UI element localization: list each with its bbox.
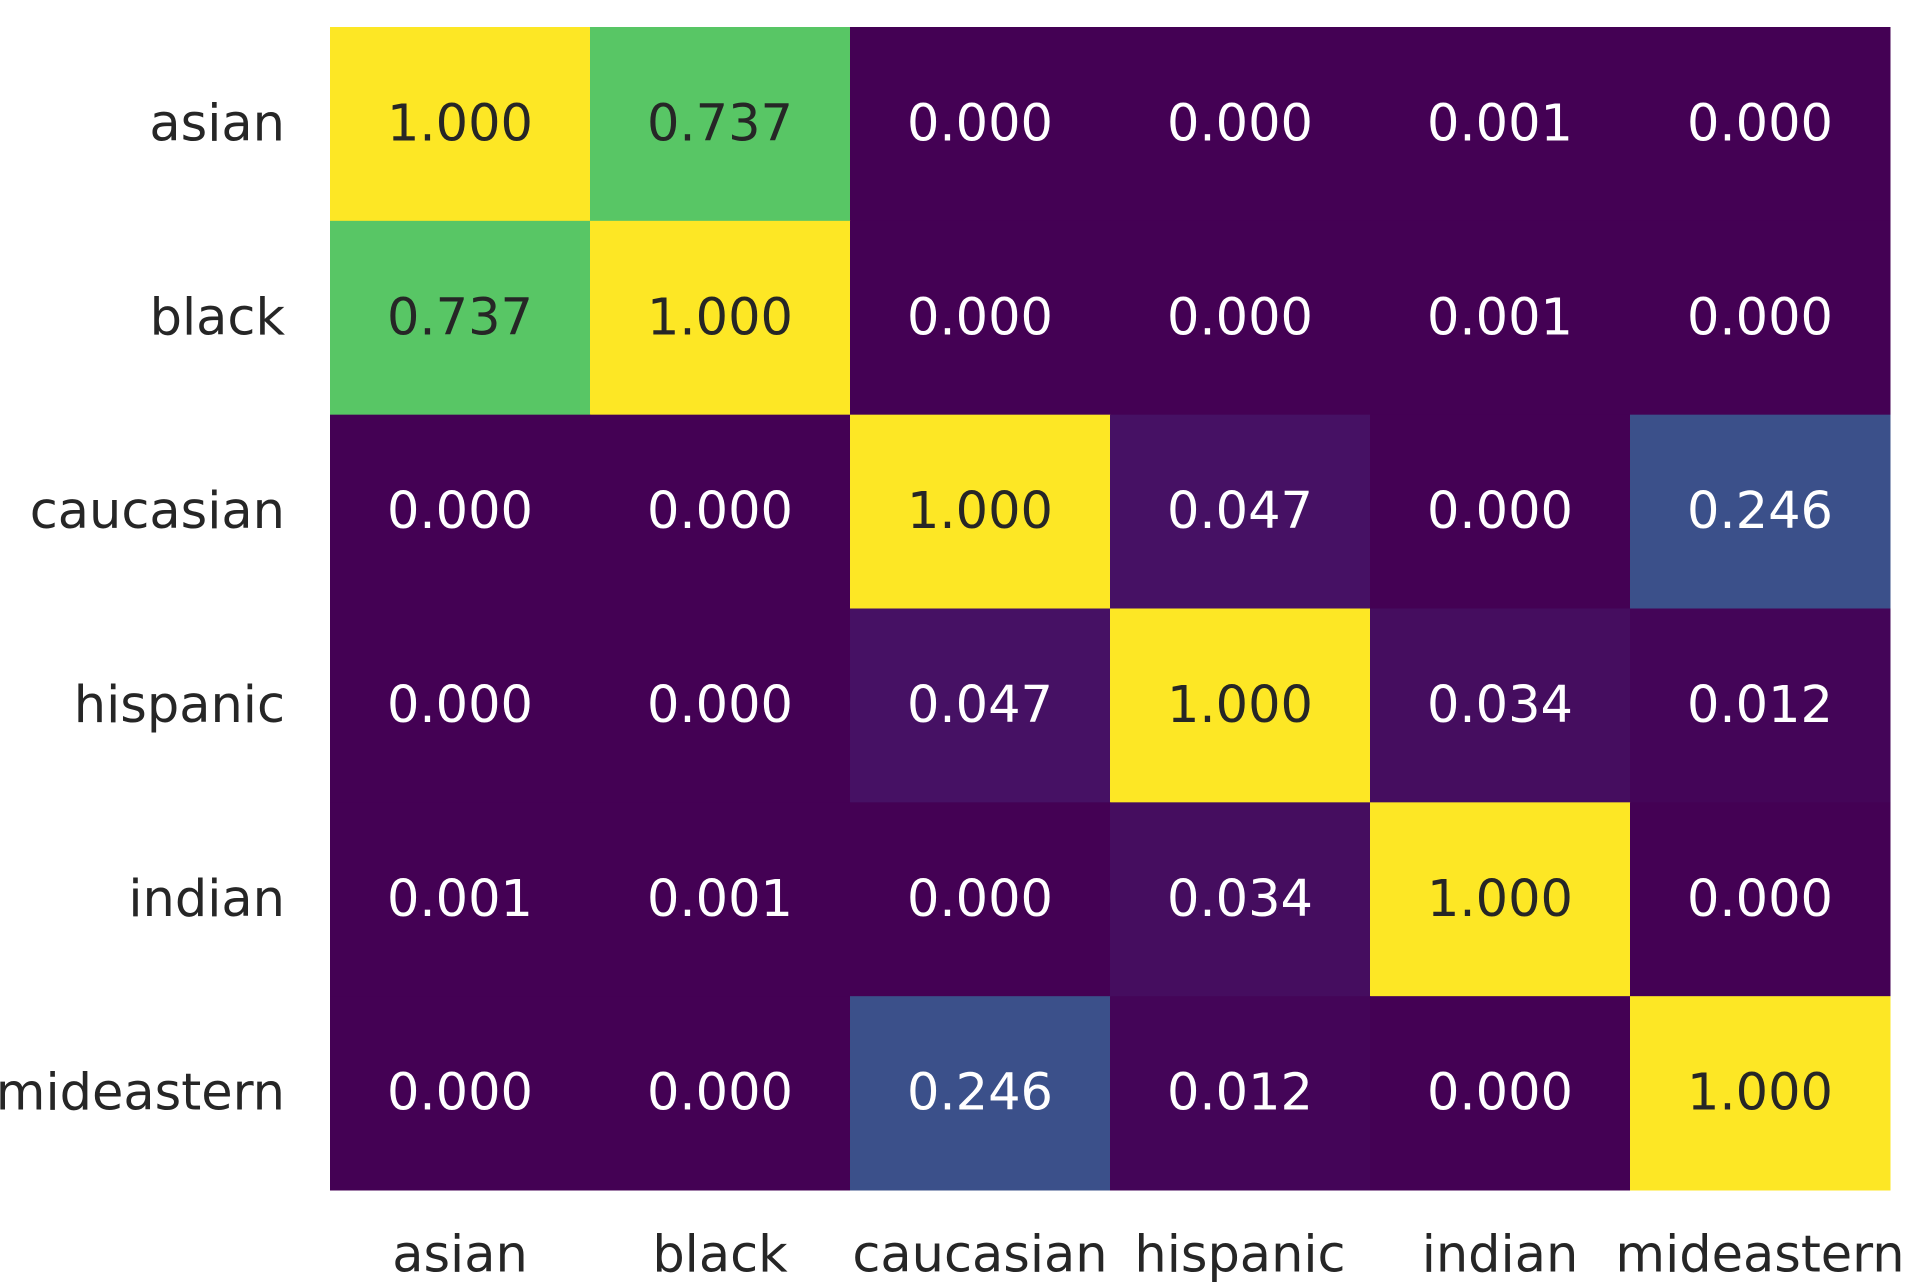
heatmap-cell-hispanic-hispanic [1110, 608, 1371, 803]
x-tick-label-black: black [652, 1226, 788, 1285]
heatmap-cell-value: 0.001 [1427, 288, 1573, 347]
heatmap-cell-value: 0.000 [1687, 870, 1833, 929]
heatmap-cell-value: 1.000 [647, 288, 793, 347]
heatmap-cell-value: 1.000 [907, 482, 1053, 541]
heatmap-cell-value: 0.000 [1427, 482, 1573, 541]
heatmap-cell-value: 0.000 [907, 288, 1053, 347]
heatmap-cell-mideastern-mideastern [1630, 996, 1891, 1191]
heatmap-cell-value: 0.034 [1427, 676, 1573, 735]
heatmap-cell-value: 0.737 [647, 94, 793, 153]
heatmap-cell-asian-mideastern [1630, 27, 1891, 222]
heatmap-cell-asian-black [590, 27, 851, 222]
heatmap-cell-mideastern-caucasian [850, 996, 1111, 1191]
heatmap-cell-indian-caucasian [850, 802, 1111, 997]
heatmap-cell-value: 0.012 [1167, 1064, 1313, 1123]
heatmap-cell-value: 0.000 [1687, 288, 1833, 347]
heatmap-cell-indian-asian [330, 802, 591, 997]
heatmap-cell-value: 0.000 [647, 482, 793, 541]
heatmap-cell-caucasian-black [590, 414, 851, 609]
heatmap-cell-value: 0.000 [387, 676, 533, 735]
heatmap-cell-asian-hispanic [1110, 27, 1371, 222]
heatmap-cell-black-black [590, 220, 851, 416]
x-tick-label-asian: asian [392, 1226, 528, 1285]
heatmap-cell-value: 0.737 [387, 288, 533, 347]
heatmap-cell-black-indian [1370, 220, 1631, 416]
heatmap-cell-value: 0.001 [387, 870, 533, 929]
heatmap-cell-indian-black [590, 802, 851, 997]
heatmap-cell-asian-indian [1370, 27, 1631, 222]
heatmap-cell-indian-indian [1370, 802, 1631, 997]
heatmap-cell-hispanic-asian [330, 608, 591, 803]
heatmap-cell-value: 0.000 [387, 1064, 533, 1123]
heatmap-cell-caucasian-hispanic [1110, 414, 1371, 609]
heatmap-cell-value: 0.246 [907, 1064, 1053, 1123]
heatmap-cell-value: 1.000 [1427, 870, 1573, 929]
heatmap-cell-value: 0.001 [1427, 94, 1573, 153]
heatmap-cell-black-caucasian [850, 220, 1111, 416]
heatmap-cell-value: 0.000 [647, 1064, 793, 1123]
heatmap-cell-value: 0.047 [1167, 482, 1313, 541]
heatmap-cell-value: 0.012 [1687, 676, 1833, 735]
heatmap-cell-value: 0.001 [647, 870, 793, 929]
heatmap-cell-value: 0.000 [647, 676, 793, 735]
heatmap-cell-labels: 1.000 0.737 0.000 0.000 0.001 0.000 0.737 1.000… [387, 94, 1833, 1122]
heatmap-cell-value: 0.246 [1687, 482, 1833, 541]
heatmap-cell-value: 0.000 [387, 482, 533, 541]
x-tick-label-mideastern: mideastern [1615, 1226, 1904, 1285]
x-tick-label-hispanic: hispanic [1134, 1226, 1345, 1285]
x-tick-label-indian: indian [1422, 1226, 1579, 1285]
heatmap-cell-value: 0.000 [1427, 1064, 1573, 1123]
y-tick-label-asian: asian [149, 94, 285, 153]
heatmap-cell-value: 0.000 [907, 94, 1053, 153]
heatmap-cell-caucasian-asian [330, 414, 591, 609]
heatmap-cell-asian-asian [330, 27, 591, 222]
heatmap-cell-mideastern-indian [1370, 996, 1631, 1191]
y-tick-label-indian: indian [128, 870, 285, 929]
heatmap-cell-value: 1.000 [387, 94, 533, 153]
heatmap-cell-asian-caucasian [850, 27, 1111, 222]
heatmap-cell-indian-mideastern [1630, 802, 1891, 997]
heatmap-cells [330, 27, 1891, 1191]
x-axis-ticks: asian black caucasian hispanic indian mideast… [392, 1226, 1904, 1285]
heatmap-cell-hispanic-indian [1370, 608, 1631, 803]
heatmap-cell-hispanic-mideastern [1630, 608, 1891, 803]
heatmap-cell-hispanic-caucasian [850, 608, 1111, 803]
heatmap-cell-black-hispanic [1110, 220, 1371, 416]
y-tick-label-black: black [150, 288, 286, 347]
heatmap-cell-value: 0.000 [1687, 94, 1833, 153]
heatmap-cell-caucasian-caucasian [850, 414, 1111, 609]
heatmap-cell-indian-hispanic [1110, 802, 1371, 997]
heatmap-cell-caucasian-indian [1370, 414, 1631, 609]
heatmap-cell-black-mideastern [1630, 220, 1891, 416]
heatmap-cell-mideastern-black [590, 996, 851, 1191]
heatmap-cell-value: 1.000 [1167, 676, 1313, 735]
heatmap-cell-value: 0.034 [1167, 870, 1313, 929]
y-axis-ticks: asian black caucasian hispanic indian mideast… [0, 94, 285, 1122]
heatmap-cell-value: 0.000 [907, 870, 1053, 929]
y-tick-label-hispanic: hispanic [74, 676, 285, 735]
heatmap-cell-mideastern-hispanic [1110, 996, 1371, 1191]
heatmap-cell-black-asian [330, 220, 591, 416]
y-tick-label-caucasian: caucasian [30, 482, 285, 541]
heatmap-cell-value: 1.000 [1687, 1064, 1833, 1123]
heatmap-cell-hispanic-black [590, 608, 851, 803]
heatmap-cell-value: 0.000 [1167, 288, 1313, 347]
heatmap-cell-mideastern-asian [330, 996, 591, 1191]
y-tick-label-mideastern: mideastern [0, 1064, 285, 1123]
heatmap-cell-caucasian-mideastern [1630, 414, 1891, 609]
heatmap-cell-value: 0.047 [907, 676, 1053, 735]
x-tick-label-caucasian: caucasian [852, 1226, 1107, 1285]
heatmap-cell-value: 0.000 [1167, 94, 1313, 153]
